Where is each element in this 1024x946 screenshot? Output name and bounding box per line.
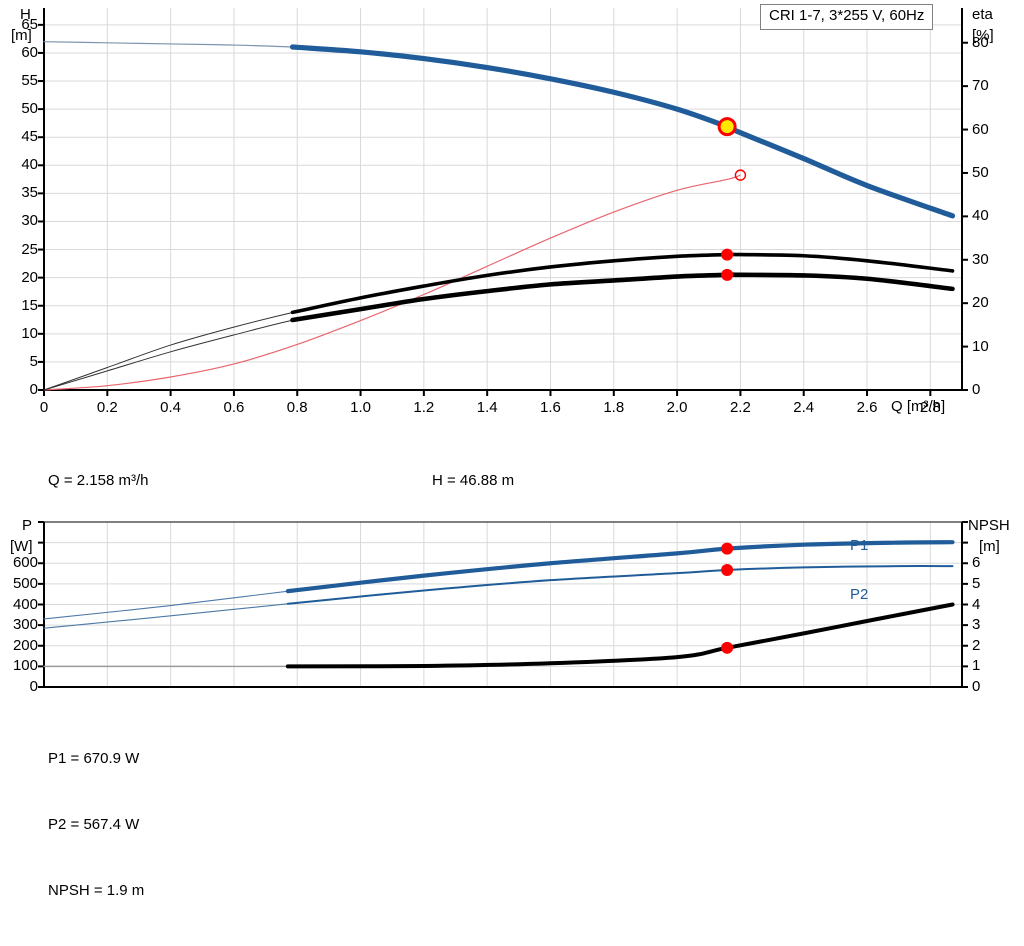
- info-bottom-line-1: P2 = 567.4 W: [48, 816, 140, 833]
- bottom-right-axis-name: NPSH: [968, 517, 1010, 534]
- y-tick-5: 5: [29, 352, 38, 370]
- info-left-line-0: Q = 2.158 m³/h: [48, 472, 149, 489]
- eta-tick-0: 0: [972, 381, 981, 398]
- eta-tick-50: 50: [972, 163, 989, 181]
- top-x-axis-label: Q [m³/h]: [891, 398, 946, 415]
- y-tick-40: 40: [21, 156, 38, 174]
- p-tick-200: 200: [12, 636, 38, 654]
- eta-tick-60: 60: [972, 120, 989, 138]
- y-tick-15: 15: [21, 296, 38, 314]
- top-left-axis-unit: [m]: [11, 27, 32, 44]
- info-bottom-line-0: P1 = 670.9 W: [48, 750, 140, 767]
- y-tick-45: 45: [21, 128, 38, 146]
- npsh-tick-3: 3: [972, 616, 981, 634]
- eta-tick-40: 40: [972, 207, 989, 225]
- duty-point-eta: [734, 169, 747, 181]
- eta-tick-10: 10: [972, 337, 989, 355]
- p-tick-500: 500: [12, 574, 38, 592]
- eta-tick-30: 30: [972, 250, 989, 268]
- eta-tick-70: 70: [972, 77, 989, 95]
- y-tick-60: 60: [21, 43, 38, 61]
- y-tick-50: 50: [21, 100, 38, 118]
- eta-tick-20: 20: [972, 294, 989, 312]
- y-tick-20: 20: [21, 268, 38, 286]
- p-tick-100: 100: [12, 657, 38, 675]
- x-tick-0: 0: [39, 399, 49, 416]
- x-tick-0.8: 0.8: [286, 399, 308, 416]
- x-tick-2.4: 2.4: [793, 399, 815, 416]
- info-right-line-0: H = 46.88 m: [432, 472, 515, 489]
- x-tick-2.0: 2.0: [666, 399, 688, 416]
- head-eta-chart: [0, 0, 1024, 425]
- npsh-tick-4: 4: [972, 595, 981, 613]
- p-tick-300: 300: [12, 616, 38, 634]
- x-tick-1.4: 1.4: [476, 399, 498, 416]
- y-tick-10: 10: [21, 324, 38, 342]
- x-tick-2.8: 2.8: [919, 399, 941, 416]
- duty-point-head: [717, 117, 737, 137]
- y-tick-30: 30: [21, 212, 38, 230]
- series-label-p1: P1: [850, 537, 869, 554]
- duty-point-p1-bottom: [721, 542, 734, 555]
- series-label-p2: P2: [850, 586, 869, 603]
- top-left-axis-name: H: [20, 6, 31, 23]
- top-right-axis-name: eta: [972, 6, 993, 23]
- eta-tick-80: 80: [972, 33, 989, 51]
- x-tick-1.2: 1.2: [413, 399, 435, 416]
- info-bottom-col: P1 = 670.9 W P2 = 567.4 W NPSH = 1.9 m: [48, 704, 144, 946]
- npsh-tick-2: 2: [972, 636, 981, 654]
- duty-point-p2: [721, 268, 734, 281]
- chart-title-box: CRI 1-7, 3*255 V, 60Hz: [760, 4, 934, 30]
- npsh-tick-0: 0: [972, 678, 981, 695]
- p-tick-0: 0: [29, 678, 38, 695]
- npsh-tick-6: 6: [972, 554, 981, 572]
- bottom-left-axis-unit: [W]: [10, 538, 33, 555]
- x-tick-1.0: 1.0: [350, 399, 371, 416]
- duty-point-p1: [721, 248, 734, 261]
- x-tick-1.6: 1.6: [540, 399, 561, 416]
- x-tick-2.2: 2.2: [729, 399, 751, 416]
- bottom-left-axis-name: P: [22, 517, 33, 534]
- npsh-tick-1: 1: [972, 657, 981, 675]
- duty-point-npsh-bottom: [721, 641, 734, 654]
- npsh-tick-5: 5: [972, 574, 981, 592]
- info-bottom-line-2: NPSH = 1.9 m: [48, 882, 145, 899]
- x-tick-2.6: 2.6: [856, 399, 878, 416]
- x-tick-0.6: 0.6: [223, 399, 245, 416]
- y-tick-0: 0: [29, 381, 38, 398]
- x-tick-1.8: 1.8: [603, 399, 625, 416]
- pump-curve-page: H [m] eta [%] Q [m³/h] CRI 1-7, 3*255 V,…: [0, 0, 1024, 899]
- y-tick-25: 25: [21, 240, 38, 258]
- top-right-axis-unit: [%]: [972, 27, 994, 44]
- y-tick-55: 55: [21, 72, 38, 90]
- y-tick-65: 65: [21, 15, 38, 33]
- p-tick-600: 600: [12, 554, 38, 572]
- x-tick-0.2: 0.2: [96, 399, 118, 416]
- power-npsh-chart: [0, 512, 1024, 702]
- p-tick-400: 400: [12, 595, 38, 613]
- x-tick-0.4: 0.4: [160, 399, 182, 416]
- bottom-right-axis-unit: [m]: [979, 538, 1000, 555]
- y-tick-35: 35: [21, 184, 38, 202]
- duty-point-p2-bottom: [721, 563, 734, 576]
